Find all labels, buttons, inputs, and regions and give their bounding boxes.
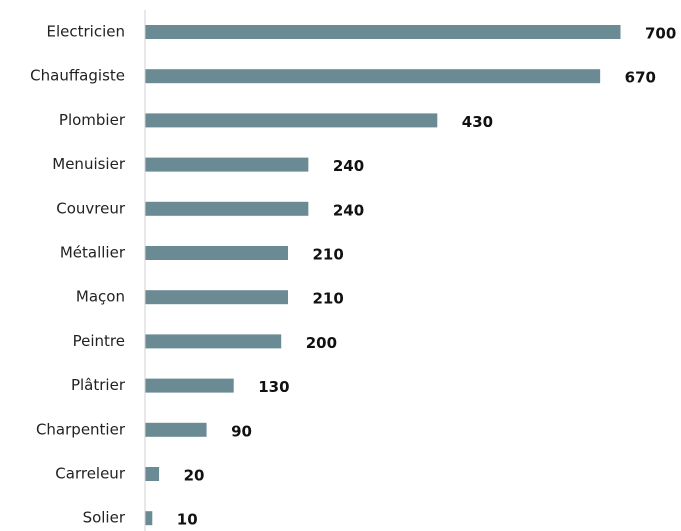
category-label: Electricien bbox=[47, 23, 126, 41]
category-label: Métallier bbox=[60, 244, 126, 262]
category-label: Chauffagiste bbox=[30, 67, 125, 85]
bar bbox=[145, 157, 309, 172]
value-label: 240 bbox=[333, 157, 364, 175]
category-label: Menuisier bbox=[52, 155, 126, 173]
value-label: 20 bbox=[184, 467, 205, 485]
category-label: Maçon bbox=[76, 288, 125, 306]
value-label: 90 bbox=[231, 422, 252, 440]
category-label: Couvreur bbox=[56, 199, 126, 217]
bar bbox=[145, 467, 160, 481]
category-label: Plâtrier bbox=[71, 376, 126, 394]
value-label: 210 bbox=[313, 290, 344, 308]
value-label: 10 bbox=[177, 511, 198, 529]
value-label: 430 bbox=[462, 113, 493, 131]
category-label: Carreleur bbox=[55, 465, 126, 483]
bar bbox=[145, 246, 288, 260]
bar bbox=[145, 113, 438, 128]
category-label: Charpentier bbox=[36, 420, 126, 438]
bar bbox=[145, 201, 309, 216]
category-label: Solier bbox=[83, 509, 126, 527]
value-label: 200 bbox=[306, 334, 337, 352]
bar bbox=[145, 69, 601, 84]
value-label: 670 bbox=[625, 69, 656, 87]
bar bbox=[145, 378, 234, 393]
value-label: 700 bbox=[645, 25, 676, 43]
bar bbox=[145, 290, 288, 305]
bar bbox=[145, 334, 282, 349]
value-label: 130 bbox=[258, 378, 289, 396]
category-label: Peintre bbox=[73, 332, 125, 350]
category-label: Plombier bbox=[59, 111, 126, 129]
bar bbox=[145, 511, 153, 526]
bar bbox=[145, 25, 621, 39]
bar bbox=[145, 422, 207, 437]
value-label: 210 bbox=[313, 246, 344, 264]
value-label: 240 bbox=[333, 201, 364, 219]
